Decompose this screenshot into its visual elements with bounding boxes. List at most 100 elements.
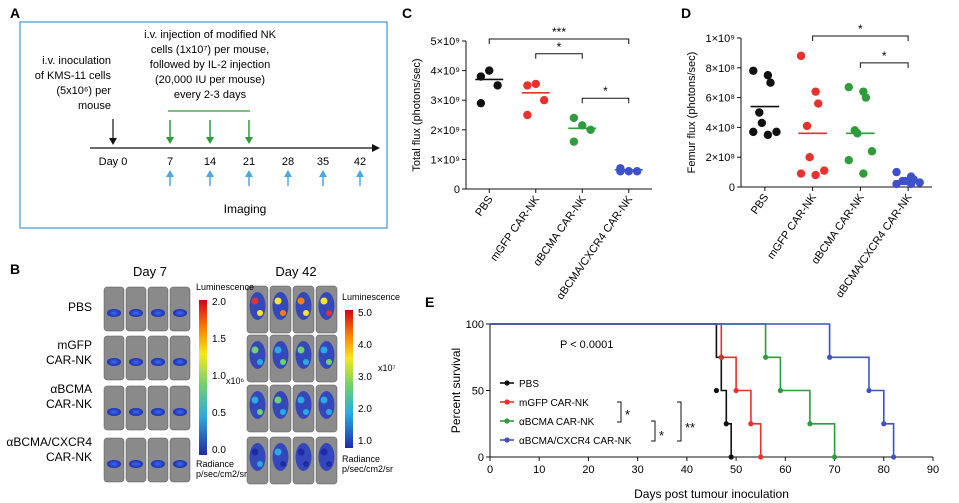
data-point <box>476 72 486 81</box>
scale-title: Luminescence <box>196 282 254 292</box>
luminescence-hotspot <box>280 310 286 316</box>
y-tick-label: 3×10⁹ <box>431 95 461 107</box>
injection-line: i.v. injection of modified NK <box>144 29 277 41</box>
data-point <box>796 169 806 178</box>
x-tick-label: 10 <box>533 464 545 476</box>
data-point <box>632 167 642 176</box>
luminescence-spot <box>151 358 165 366</box>
imaging-arrow-icon <box>245 170 253 177</box>
luminescence-hotspot <box>251 448 259 456</box>
luminescence-hotspot <box>297 396 305 404</box>
scale-multiplier: x10⁷ <box>378 363 396 373</box>
scale-title: Luminescence <box>342 292 400 302</box>
censor-point <box>763 354 769 360</box>
y-tick-label: 1×10⁹ <box>706 33 736 45</box>
luminescence-spot <box>173 358 187 366</box>
legend-significance-bracket <box>617 401 622 423</box>
data-point <box>766 78 775 87</box>
luminescence-spot <box>151 309 165 317</box>
luminescence-hotspot <box>320 297 328 305</box>
luminescence-scale-day7: Luminescence 2.0 1.5 1.0 0.5 0.0 x10⁶ Radian… <box>196 282 254 479</box>
censor-point <box>777 387 784 394</box>
luminescence-hotspot <box>280 359 286 365</box>
luminescence-spot <box>173 309 187 317</box>
inoculation-line: of KMS-11 cells <box>35 70 112 82</box>
y-tick-label: 0 <box>729 182 735 194</box>
panel-c: C 0 1×10⁹ 2×10⁹ 3×10⁹ 4×10⁹ 5×10⁹ Total flux (… <box>402 5 652 302</box>
luminescence-spot <box>318 443 335 471</box>
luminescence-hotspot <box>320 346 328 354</box>
panel-b: B Day 7 Day 42 PBSmGFPCAR-NKαBCMACAR-NKα… <box>6 261 400 485</box>
data-point <box>523 110 532 120</box>
scale-unit: p/sec/cm2/sr <box>342 464 393 474</box>
injection-line: every 2-3 days <box>174 89 247 101</box>
luminescence-spot <box>107 358 121 366</box>
luminescence-spot <box>295 391 312 419</box>
inoculation-line: i.v. inoculation <box>42 55 111 67</box>
total-flux-chart: 0 1×10⁹ 2×10⁹ 3×10⁹ 4×10⁹ 5×10⁹ Total flux (ph… <box>411 25 652 302</box>
censor-point <box>713 387 720 394</box>
treatment-row-labels: PBSmGFPCAR-NKαBCMACAR-NKαBCMA/CXCR4CAR-N… <box>6 300 92 464</box>
censor-point <box>891 454 897 460</box>
luminescence-spot <box>129 408 143 416</box>
luminescence-hotspot <box>297 346 305 354</box>
data-point <box>796 51 806 61</box>
data-point <box>811 87 820 96</box>
panel-c-letter: C <box>402 5 412 21</box>
significance-label: ** <box>685 420 695 435</box>
censor-point <box>807 421 813 427</box>
luminescence-spot <box>151 460 165 468</box>
data-point <box>569 113 579 123</box>
luminescence-spot <box>107 408 121 416</box>
censor-point <box>758 454 764 460</box>
femur-flux-chart: 0 2×10⁸ 4×10⁸ 6×10⁸ 8×10⁸ 1×10⁹ Femur flux (ph… <box>686 22 932 300</box>
data-point <box>569 137 579 146</box>
luminescence-spot <box>151 408 165 416</box>
luminescence-hotspot <box>257 409 263 415</box>
significance-label: * <box>557 40 562 54</box>
x-tick-label: mGFP CAR-NK <box>488 193 542 263</box>
data-point <box>811 170 820 180</box>
injection-line: cells (1x10⁷) per mouse, <box>151 44 269 56</box>
luminescence-spot <box>249 391 266 419</box>
p-value-annotation: P < 0.0001 <box>560 339 613 351</box>
panel-e-letter: E <box>425 294 434 310</box>
scale-tick: 1.0 <box>212 371 226 382</box>
y-tick-label: 4×10⁹ <box>431 66 461 78</box>
x-tick-label: 90 <box>927 464 939 476</box>
luminescence-spot <box>295 443 312 471</box>
imaging-arrow-icon <box>356 170 364 177</box>
imaging-arrow-icon <box>319 170 327 177</box>
luminescence-hotspot <box>326 409 332 415</box>
data-point <box>755 108 764 117</box>
censor-point <box>733 387 739 394</box>
timeline-day-label: 21 <box>243 156 255 168</box>
y-axis-label: Total flux (photons/sec) <box>411 58 423 171</box>
luminescence-hotspot <box>251 396 259 404</box>
treatment-label: CAR-NK <box>46 397 92 411</box>
luminescence-spot <box>249 443 266 471</box>
y-tick-label: 6×10⁸ <box>706 93 735 105</box>
legend-label: αBCMA CAR-NK <box>519 417 595 428</box>
data-point <box>844 155 853 165</box>
data-point <box>805 153 814 162</box>
luminescence-hotspot <box>257 310 263 316</box>
censor-point <box>748 421 754 427</box>
censor-point <box>831 454 838 460</box>
survival-line <box>490 323 732 457</box>
data-point <box>892 167 901 177</box>
data-point <box>763 71 773 80</box>
luminescence-spot <box>272 341 289 369</box>
x-tick-label: 0 <box>487 464 493 476</box>
luminescence-hotspot <box>280 461 286 467</box>
panel-b-letter: B <box>10 261 20 277</box>
legend-label: mGFP CAR-NK <box>519 398 589 409</box>
luminescence-spot <box>318 341 335 369</box>
timeline-day-label: 42 <box>354 156 366 168</box>
x-tick-label: 50 <box>730 464 742 476</box>
legend-marker <box>504 380 510 386</box>
censor-point <box>718 354 724 360</box>
treatment-label: αBCMA <box>50 382 92 396</box>
data-point <box>820 166 829 175</box>
y-axis-label: Femur flux (photons/sec) <box>686 52 698 174</box>
